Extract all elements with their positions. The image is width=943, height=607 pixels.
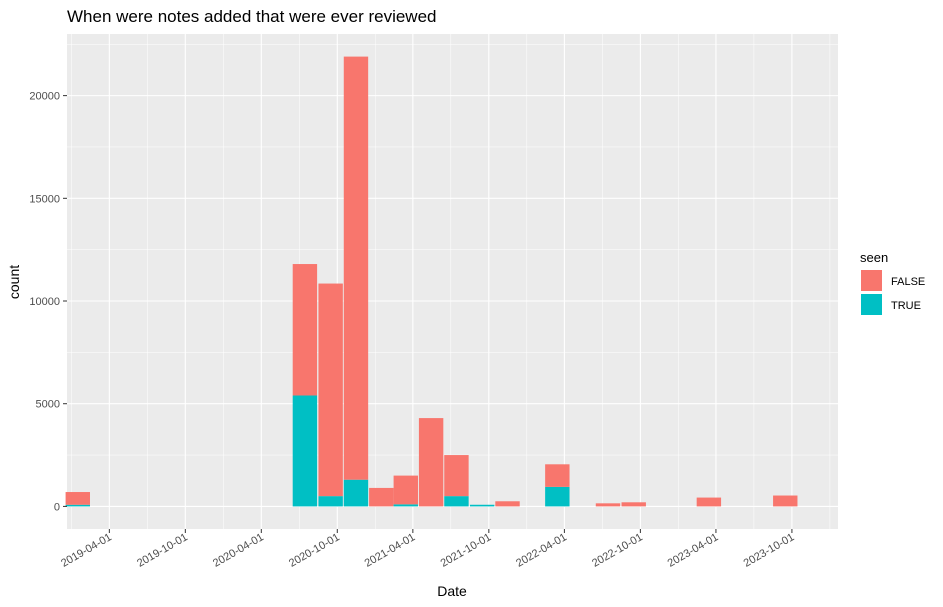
x-tick-label: 2019-10-01 — [135, 531, 190, 570]
x-axis-title: Date — [437, 583, 467, 599]
legend-title: seen — [860, 250, 888, 265]
y-tick-label: 5000 — [36, 399, 60, 411]
bar-seen-false — [343, 56, 369, 480]
x-tick-label: 2019-04-01 — [59, 531, 114, 570]
y-tick-label: 10000 — [29, 296, 60, 308]
bar-seen-true — [469, 504, 495, 507]
y-tick-label: 20000 — [29, 91, 60, 103]
bar-seen-false — [418, 418, 444, 507]
plot-panel — [67, 34, 838, 529]
chart-title: When were notes added that were ever rev… — [67, 7, 436, 26]
bar-seen-false — [621, 502, 646, 507]
bar-seen-true — [318, 496, 343, 507]
bar-seen-true — [545, 486, 570, 507]
x-tick-label: 2022-04-01 — [514, 531, 569, 570]
x-tick-label: 2023-10-01 — [742, 531, 797, 570]
bar-seen-false — [444, 455, 469, 497]
x-tick-label: 2020-04-01 — [211, 531, 266, 570]
legend: seen FALSE TRUE — [860, 250, 925, 315]
legend-label-true: TRUE — [891, 300, 921, 312]
bar-seen-true — [292, 395, 318, 507]
bar-seen-false — [595, 503, 621, 507]
y-tick-label: 0 — [54, 501, 60, 513]
x-tick-label: 2022-10-01 — [590, 531, 645, 570]
y-axis-title: count — [6, 265, 22, 299]
bar-seen-false — [773, 495, 798, 507]
legend-key-true — [861, 294, 882, 315]
x-tick-label: 2021-10-01 — [439, 531, 494, 570]
minor-gridlines — [67, 34, 838, 529]
bars — [65, 56, 798, 507]
bar-seen-false — [369, 487, 394, 507]
legend-key-false — [861, 270, 882, 291]
bar-seen-true — [393, 504, 418, 507]
bar-seen-false — [65, 492, 90, 505]
x-axis: 2019-04-01 2019-10-01 2020-04-01 2020-10-01… — [59, 529, 796, 570]
bar-seen-false — [292, 264, 318, 396]
x-tick-label: 2023-04-01 — [666, 531, 721, 570]
bar-seen-false — [393, 475, 418, 505]
y-tick-label: 15000 — [29, 193, 60, 205]
bar-seen-false — [545, 464, 570, 487]
bar-seen-false — [495, 501, 520, 507]
x-tick-label: 2021-04-01 — [363, 531, 418, 570]
bar-seen-false — [696, 497, 722, 507]
bar-seen-true — [343, 479, 369, 507]
bar-seen-true — [65, 504, 90, 507]
x-tick-label: 2020-10-01 — [287, 531, 342, 570]
y-axis: 0 5000 10000 15000 20000 — [29, 91, 67, 513]
bar-seen-true — [444, 496, 469, 507]
legend-label-false: FALSE — [891, 276, 925, 288]
bar-seen-false — [318, 283, 343, 497]
